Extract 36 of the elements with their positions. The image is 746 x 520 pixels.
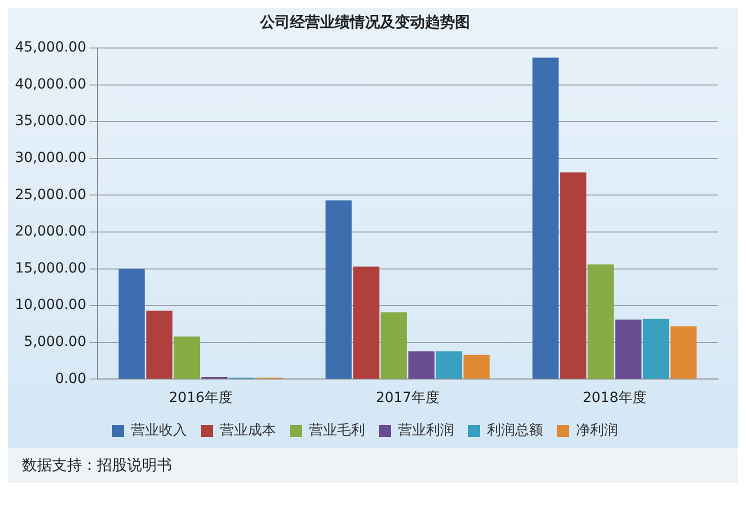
bar xyxy=(326,200,352,379)
legend-label: 营业成本 xyxy=(220,422,276,439)
y-tick-label: 15,000.00 xyxy=(14,260,86,276)
x-tick-label: 2016年度 xyxy=(168,390,233,406)
bar xyxy=(588,264,614,379)
y-tick-label: 30,000.00 xyxy=(14,150,86,166)
chart-title: 公司经营业绩情况及变动趋势图 xyxy=(259,12,470,31)
legend-label: 营业收入 xyxy=(131,422,187,439)
x-tick-label: 2018年度 xyxy=(582,390,646,406)
y-tick-label: 40,000.00 xyxy=(14,76,86,92)
y-tick-label: 10,000.00 xyxy=(14,297,86,314)
bar xyxy=(670,326,697,379)
x-tick-label: 2017年度 xyxy=(376,390,440,406)
legend-label: 营业利润 xyxy=(398,422,454,439)
bar xyxy=(408,351,435,379)
bar xyxy=(615,320,642,379)
bar xyxy=(118,268,145,379)
bar xyxy=(353,266,380,379)
bar xyxy=(642,318,670,379)
legend-label: 利润总额 xyxy=(487,422,543,439)
y-tick-label: 35,000.00 xyxy=(14,113,86,130)
legend-label: 营业毛利 xyxy=(309,422,365,439)
bar xyxy=(463,354,490,379)
text: 数据支持：招股说明书 xyxy=(22,456,173,475)
bar xyxy=(380,312,407,379)
bar xyxy=(174,336,200,379)
bar xyxy=(532,58,559,379)
y-tick-label: 20,000.00 xyxy=(14,224,86,240)
bar xyxy=(146,310,172,379)
y-tick-label: 5,000.00 xyxy=(24,334,86,350)
bar xyxy=(560,172,586,379)
y-tick-label: 25,000.00 xyxy=(14,186,86,203)
bar xyxy=(436,351,462,379)
y-tick-label: 45,000.00 xyxy=(14,40,86,56)
legend-label: 净利润 xyxy=(576,422,618,439)
y-tick-label: 0.00 xyxy=(55,370,86,387)
